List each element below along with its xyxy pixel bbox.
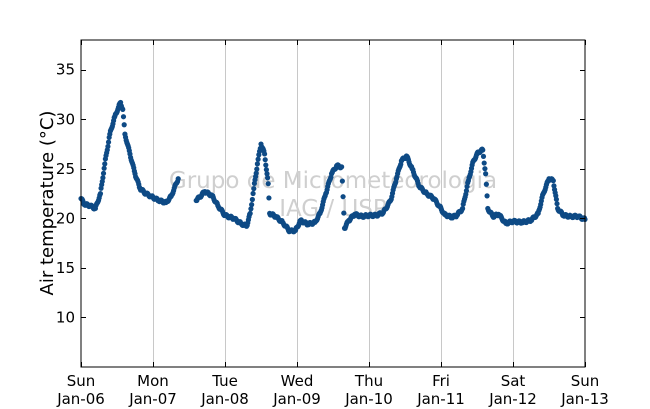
data-points	[78, 99, 588, 235]
data-point	[460, 205, 466, 212]
data-point	[484, 193, 490, 199]
plot-frame	[80, 39, 586, 368]
data-point	[550, 178, 556, 184]
x-tick-label-day: Sun	[67, 372, 96, 390]
data-point	[339, 178, 345, 184]
x-tick-label-date: Jan-07	[128, 390, 177, 408]
data-point	[97, 190, 104, 197]
x-tick-label-day: Thu	[354, 372, 383, 390]
axis-ticks: SunJan-06MonJan-07TueJan-08WedJan-09ThuJ…	[56, 40, 609, 408]
data-point	[254, 166, 260, 172]
data-point	[247, 210, 253, 217]
y-tick-label: 35	[56, 61, 75, 79]
data-point	[480, 147, 486, 153]
data-point	[175, 176, 181, 182]
data-point	[251, 186, 257, 192]
x-tick-label-date: Jan-11	[416, 390, 465, 408]
data-point	[480, 153, 487, 160]
data-point	[249, 202, 255, 208]
x-tick-label-day: Tue	[211, 372, 238, 390]
data-point	[263, 162, 269, 168]
data-point	[463, 188, 470, 194]
y-tick-label: 15	[56, 259, 75, 277]
data-point	[464, 183, 470, 190]
x-tick-label-day: Sun	[571, 372, 600, 390]
x-tick-label-date: Jan-13	[560, 390, 609, 408]
data-point	[254, 161, 260, 167]
data-point	[554, 201, 560, 207]
data-point	[481, 160, 487, 166]
y-tick-label: 10	[56, 308, 75, 326]
data-point	[265, 181, 271, 187]
x-tick-label-date: Jan-10	[344, 390, 393, 408]
y-axis-title: Air temperature (°C)	[37, 111, 58, 296]
data-point	[483, 171, 489, 177]
data-point	[102, 161, 108, 167]
data-point	[100, 170, 107, 176]
data-point	[483, 181, 489, 187]
x-tick-label-date: Jan-12	[488, 390, 537, 408]
data-point	[262, 151, 268, 157]
x-tick-label-day: Fri	[432, 372, 450, 390]
data-point	[120, 114, 127, 120]
data-point	[265, 175, 271, 181]
data-point	[266, 195, 272, 201]
data-point	[264, 171, 270, 177]
data-point	[101, 165, 107, 171]
data-point	[121, 122, 127, 128]
data-point	[253, 170, 259, 176]
data-point	[120, 106, 126, 112]
data-point	[482, 166, 488, 172]
y-tick-label: 25	[56, 160, 75, 178]
data-point	[255, 156, 261, 162]
x-tick-label-date: Jan-09	[272, 390, 321, 408]
data-point	[553, 196, 560, 202]
data-point	[340, 194, 346, 200]
x-tick-label-day: Mon	[137, 372, 169, 390]
data-point	[249, 196, 255, 203]
data-point	[248, 206, 254, 212]
data-point	[100, 175, 106, 181]
data-point	[262, 157, 268, 163]
y-tick-label: 20	[56, 209, 75, 227]
y-tick-label: 30	[56, 110, 75, 128]
data-point	[105, 139, 112, 145]
x-tick-label-day: Wed	[281, 372, 314, 390]
grid-lines	[153, 40, 514, 367]
x-tick-label-date: Jan-06	[56, 390, 105, 408]
x-tick-label-day: Sat	[501, 372, 526, 390]
data-point	[341, 210, 347, 216]
data-point	[250, 190, 256, 197]
data-point	[339, 164, 345, 170]
data-point	[105, 143, 111, 150]
x-tick-label-date: Jan-08	[200, 390, 249, 408]
data-point	[263, 167, 269, 173]
